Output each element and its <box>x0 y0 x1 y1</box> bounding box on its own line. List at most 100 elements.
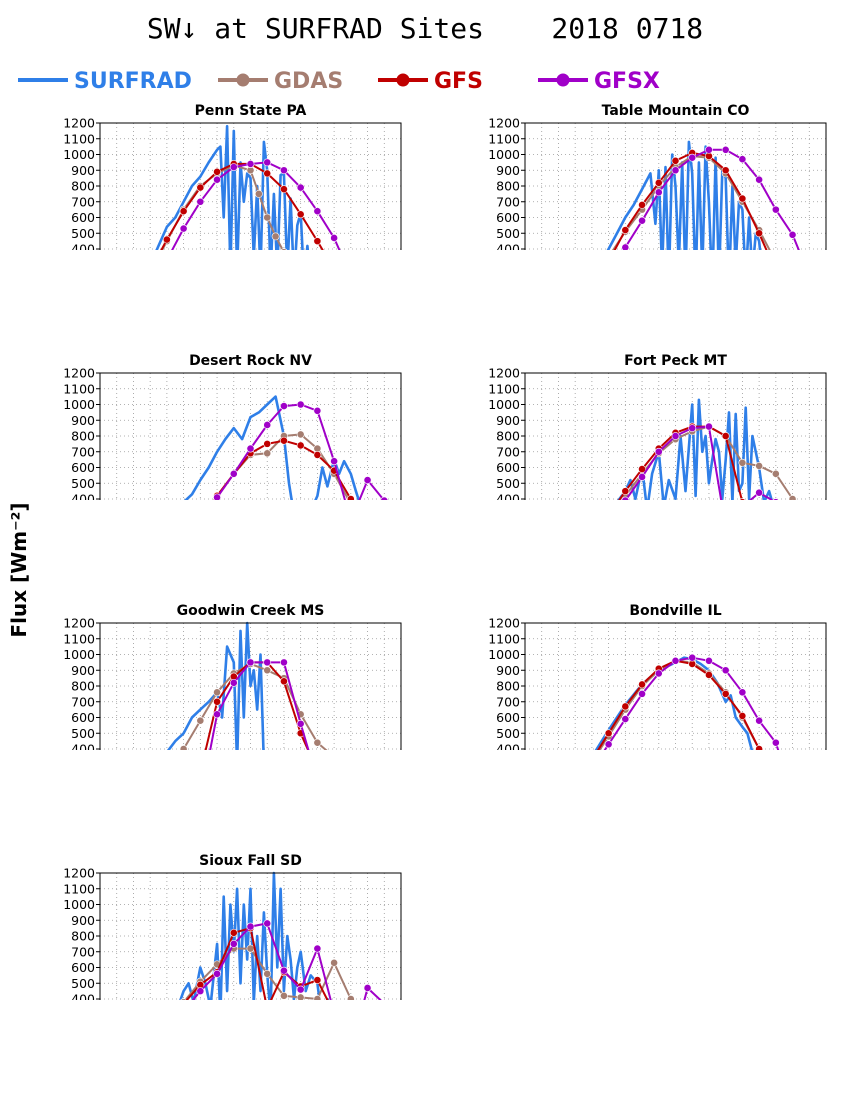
data-point-gfsx <box>296 400 305 409</box>
data-point-gdas <box>263 969 272 978</box>
y-tick-label: 500 <box>496 726 520 741</box>
data-point-gfs <box>196 183 205 192</box>
data-point-gfsx <box>213 493 221 500</box>
series-gfs <box>182 924 329 1000</box>
chart-goodwin-creek-ms: Goodwin Creek MS010020030040050060070080… <box>63 603 402 751</box>
y-tick-label: 1000 <box>488 147 520 162</box>
data-point-gfs <box>721 689 730 698</box>
series-gfsx <box>213 400 389 500</box>
data-point-gfsx <box>313 944 322 953</box>
data-point-gfsx <box>280 658 288 667</box>
data-point-gfs <box>313 976 322 984</box>
y-tick-label: 800 <box>71 679 95 694</box>
data-point-gdas <box>771 469 780 478</box>
data-point-gdas <box>213 688 221 697</box>
series-line-gdas <box>161 164 284 250</box>
data-point-gfsx <box>738 155 747 164</box>
legend-marker <box>236 73 250 87</box>
chart-sioux-fall-sd: Sioux Fall SD010020030040050060070080090… <box>63 853 402 1000</box>
y-tick-label: 1100 <box>63 381 95 396</box>
data-point-gfsx <box>330 457 339 466</box>
legend-item-surfrad: SURFRAD <box>18 69 192 94</box>
grid <box>525 623 826 750</box>
y-tick-label: 700 <box>71 694 95 709</box>
y-tick-label: 900 <box>71 913 95 928</box>
plot-frame <box>99 372 402 500</box>
series-gfsx <box>171 158 341 250</box>
data-point-gdas <box>788 495 797 500</box>
y-tick-label: 500 <box>71 476 95 491</box>
data-point-gfs <box>621 702 630 711</box>
data-point-gfsx <box>246 922 255 931</box>
y-tick-label: 900 <box>496 163 520 178</box>
y-tick-label: 1000 <box>488 397 520 412</box>
panel-title: Bondville IL <box>629 603 721 619</box>
data-point-gfs <box>213 697 221 706</box>
data-point-gfsx <box>755 716 764 725</box>
data-point-gfsx <box>330 234 339 242</box>
data-point-gfsx <box>263 919 272 928</box>
data-point-gfsx <box>638 689 646 698</box>
y-tick-label: 1000 <box>63 397 95 412</box>
series-line-surfrad <box>606 140 762 250</box>
data-point-gdas <box>196 716 205 725</box>
series-line-surfrad <box>179 871 329 1000</box>
data-point-gfsx <box>671 166 680 175</box>
data-point-gfsx <box>179 224 188 233</box>
data-point-gfs <box>621 487 630 496</box>
data-point-gfs <box>738 712 747 720</box>
panel-title: Table Mountain CO <box>602 103 750 119</box>
y-tick-label: 900 <box>71 663 95 678</box>
y-tick-label: 800 <box>71 429 95 444</box>
y-tick-label: 1000 <box>63 647 95 662</box>
y-tick-label: 500 <box>71 976 95 991</box>
y-tick-label: 600 <box>496 710 520 725</box>
y-tick-label: 1200 <box>488 116 520 131</box>
data-point-gfsx <box>313 406 322 415</box>
y-tick-label: 400 <box>71 492 95 501</box>
data-point-gfs <box>229 928 238 937</box>
data-point-gfsx <box>296 985 305 994</box>
data-point-gfsx <box>705 422 713 431</box>
series-surfrad <box>166 621 265 750</box>
y-tick-label: 600 <box>71 460 95 475</box>
legend-marker <box>396 73 410 87</box>
series-line-surfrad <box>184 395 361 500</box>
y-tick-label: 400 <box>71 742 95 751</box>
data-point-gdas <box>313 995 322 1000</box>
legend-marker <box>556 73 570 87</box>
data-point-gfs <box>162 235 171 244</box>
y-tick-label: 1100 <box>488 131 520 146</box>
data-point-gfsx <box>688 424 697 433</box>
data-point-gfs <box>313 450 322 459</box>
data-point-gdas <box>179 745 188 750</box>
data-point-gfsx <box>296 183 305 192</box>
data-point-gdas <box>296 993 305 1000</box>
series-surfrad <box>184 395 361 500</box>
y-tick-label: 700 <box>496 444 520 459</box>
y-tick-label: 900 <box>71 413 95 428</box>
data-point-gfs <box>179 207 188 216</box>
y-axis-label: Flux [Wm⁻²] <box>7 502 31 637</box>
data-point-gfsx <box>654 669 663 678</box>
data-point-gfsx <box>296 719 305 728</box>
y-tick-label: 1100 <box>63 131 95 146</box>
data-point-gfsx <box>280 966 288 975</box>
figure-title: SW↓ at SURFRAD Sites 2018 0718 <box>146 12 704 45</box>
series-gfs <box>613 149 768 250</box>
y-tick-label: 800 <box>496 679 520 694</box>
legend-label: GFSX <box>594 69 660 94</box>
y-tick-label: 1000 <box>488 647 520 662</box>
data-point-gfsx <box>721 145 730 154</box>
data-point-gfs <box>346 495 355 500</box>
data-point-gfsx <box>263 421 272 429</box>
data-point-gfs <box>638 680 646 689</box>
chart-bondville-il: Bondville IL0100200300400500600700800900… <box>488 603 827 750</box>
data-point-gfsx <box>604 740 613 749</box>
data-point-gfsx <box>246 658 255 667</box>
y-tick-label: 800 <box>71 179 95 194</box>
panel-title: Sioux Fall SD <box>199 853 302 869</box>
data-point-gfsx <box>229 678 238 687</box>
data-point-gfs <box>263 439 272 448</box>
y-tick-label: 600 <box>71 960 95 975</box>
